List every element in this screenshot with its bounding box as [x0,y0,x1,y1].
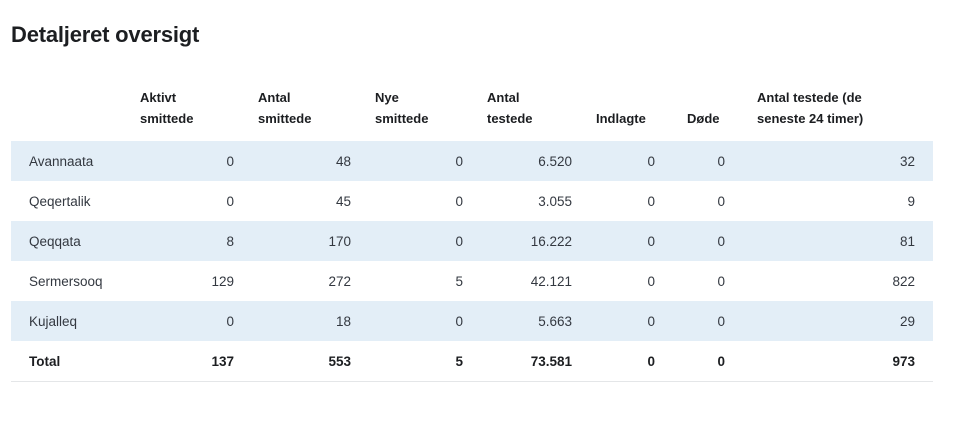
table-row: Qeqertalik 0 45 0 3.055 0 0 9 [11,181,933,221]
cell-region-total: Total [11,341,140,382]
cell-deaths-total: 0 [687,341,757,382]
table-total-row: Total 137 553 5 73.581 0 0 973 [11,341,933,382]
header-total-line-2: smittede [258,111,312,126]
header-new-infected: Nye smittede [375,86,487,141]
cell-deaths: 0 [717,273,725,289]
cell-region: Avannaata [11,141,140,181]
cell-new-cases-total: 5 [375,341,487,382]
header-new-line-2: smittede [375,111,429,126]
header-region [11,86,140,141]
table-row: Qeqqata 8 170 0 16.222 0 0 81 [11,221,933,261]
header-new-line-1: Nye [375,90,399,105]
cell-hospitalized: 0 [596,221,687,261]
header-tested-24h: Antal testede (de seneste 24 timer) [757,86,933,141]
cell-region: Sermersooq [29,273,103,289]
cell-region: Qeqqata [11,221,140,261]
table-row: Avannaata 0 48 0 6.520 0 0 32 [11,141,933,181]
cell-new-cases: 0 [375,221,487,261]
cell-tested: 6.520 [487,141,596,181]
cell-tested-24h: 81 [757,221,933,261]
header-deaths-line-1: Døde [687,111,720,126]
header-hospitalized: Indlagte [596,86,687,141]
cell-tested-24h: 29 [757,301,933,341]
cell-hospitalized: 0 [596,301,687,341]
cell-total-cases: 272 [328,273,351,289]
table-header-row: Aktivt smittede Antal smittede Nye smitt… [11,86,933,141]
cell-total-cases: 48 [258,141,375,181]
cell-new-cases: 0 [375,301,487,341]
header-tested-line-1: Antal [487,90,520,105]
header-total-line-1: Antal [258,90,291,105]
cell-deaths: 0 [687,141,757,181]
cell-total-cases-total: 553 [258,341,375,382]
header-tested-24h-line-2: seneste 24 timer) [757,111,864,126]
cell-tested-24h-total: 973 [757,341,933,382]
cell-new-cases: 0 [375,141,487,181]
cell-deaths: 0 [687,221,757,261]
table-row: Sermersooq 129 272 5 42.121 0 0 822 [11,261,933,301]
cell-active: 129 [211,273,234,289]
cell-region: Qeqertalik [29,193,91,209]
cell-tested: 3.055 [538,193,572,209]
cell-total-cases: 170 [258,221,375,261]
header-active-line-2: smittede [140,111,194,126]
cell-total-cases: 18 [258,301,375,341]
cell-hospitalized: 0 [596,141,687,181]
cell-active: 0 [140,301,258,341]
cell-active: 8 [140,221,258,261]
cell-active: 0 [226,193,234,209]
cell-active-total: 137 [140,341,258,382]
cell-hospitalized-total: 0 [596,341,687,382]
cell-active: 0 [140,141,258,181]
cell-tested-24h: 9 [907,193,915,209]
header-active-line-1: Aktivt [140,90,177,105]
header-total-infected: Antal smittede [258,86,375,141]
header-active-infected: Aktivt smittede [140,86,258,141]
cell-new-cases: 0 [455,193,463,209]
cell-tested: 16.222 [487,221,596,261]
cell-hospitalized: 0 [647,273,655,289]
cell-tested: 5.663 [487,301,596,341]
header-tested: Antal testede [487,86,596,141]
cell-tested-total: 73.581 [487,341,596,382]
page-title: Detaljeret oversigt [11,22,200,47]
detailed-overview-table: Aktivt smittede Antal smittede Nye smitt… [11,86,933,382]
cell-deaths: 0 [687,301,757,341]
cell-new-cases: 5 [455,273,463,289]
cell-region: Kujalleq [11,301,140,341]
header-tested-24h-line-1: Antal testede (de [757,90,862,105]
cell-tested-24h: 32 [757,141,933,181]
header-tested-line-2: testede [487,111,533,126]
header-hospitalized-line-1: Indlagte [596,111,646,126]
cell-deaths: 0 [717,193,725,209]
cell-total-cases: 45 [335,193,351,209]
cell-tested: 42.121 [530,273,572,289]
table-row: Kujalleq 0 18 0 5.663 0 0 29 [11,301,933,341]
cell-hospitalized: 0 [647,193,655,209]
cell-tested-24h: 822 [892,273,915,289]
header-deaths: Døde [687,86,757,141]
